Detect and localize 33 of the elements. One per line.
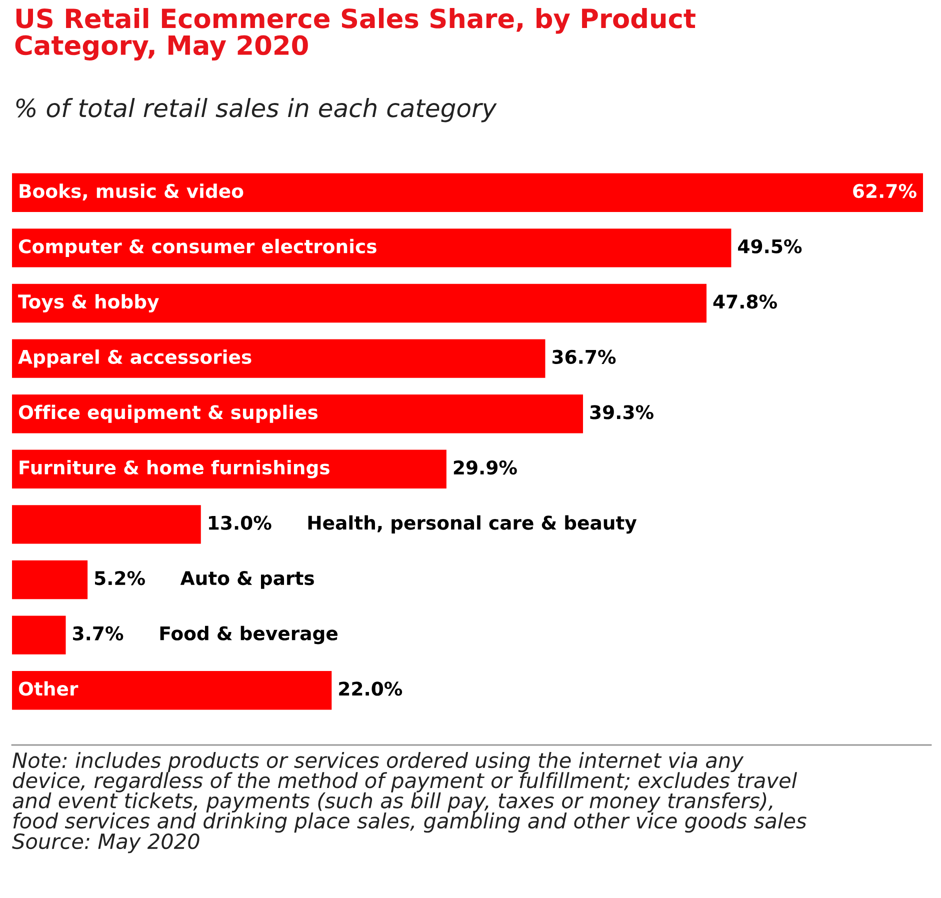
text: Note: includes products or services ordered using the internet via any device, regardless of the method of payment or fulfillment; excludes travel and event tickets, payments (such as bill pay, taxes or money transfers), food services and drinking place sales, gambling and other vice goods sales: [12, 752, 806, 833]
y-tick-label: Health, personal care & beauty: [308, 515, 637, 534]
chart-title: US Retail Ecommerce Sales Share, by Product Category, May 2020: [15, 8, 696, 60]
bar: [12, 284, 707, 323]
bar: [12, 394, 584, 434]
source-note: Source: May 2020: [12, 833, 200, 854]
chart-subtitle: % of total retail sales in each category: [16, 98, 497, 122]
data-label: 5.2%: [95, 571, 145, 586]
y-tick-label: Apparel & accessories: [18, 349, 252, 368]
bar: [12, 339, 546, 378]
y-tick-label: Office equipment & supplies: [18, 404, 318, 423]
y-tick-label: Other: [18, 681, 78, 696]
data-label: 3.7%: [73, 626, 124, 640]
y-tick-label: Computer & consumer electronics: [18, 238, 376, 258]
bar: [12, 173, 923, 212]
data-label: 47.8%: [713, 294, 777, 309]
bar: [12, 228, 732, 268]
bar: [12, 616, 66, 654]
y-tick-label: Furniture & home furnishings: [20, 460, 330, 478]
y-tick-label: Food & beverage: [160, 626, 338, 644]
data-label: 49.5%: [738, 239, 802, 254]
data-label: 29.9%: [454, 460, 517, 475]
data-label: 39.3%: [590, 405, 654, 420]
y-tick-label: Auto & parts: [180, 571, 314, 589]
y-tick-label: Books, music & video: [20, 184, 244, 200]
bar: [12, 560, 88, 600]
data-label: 36.7%: [552, 350, 616, 364]
bar: [12, 505, 201, 544]
bar: [12, 670, 332, 710]
y-tick-label: Toys & hobby: [18, 294, 159, 312]
data-label: 13.0%: [209, 516, 272, 530]
data-label: 22.0%: [339, 682, 402, 696]
data-label: 62.7%: [853, 184, 916, 198]
